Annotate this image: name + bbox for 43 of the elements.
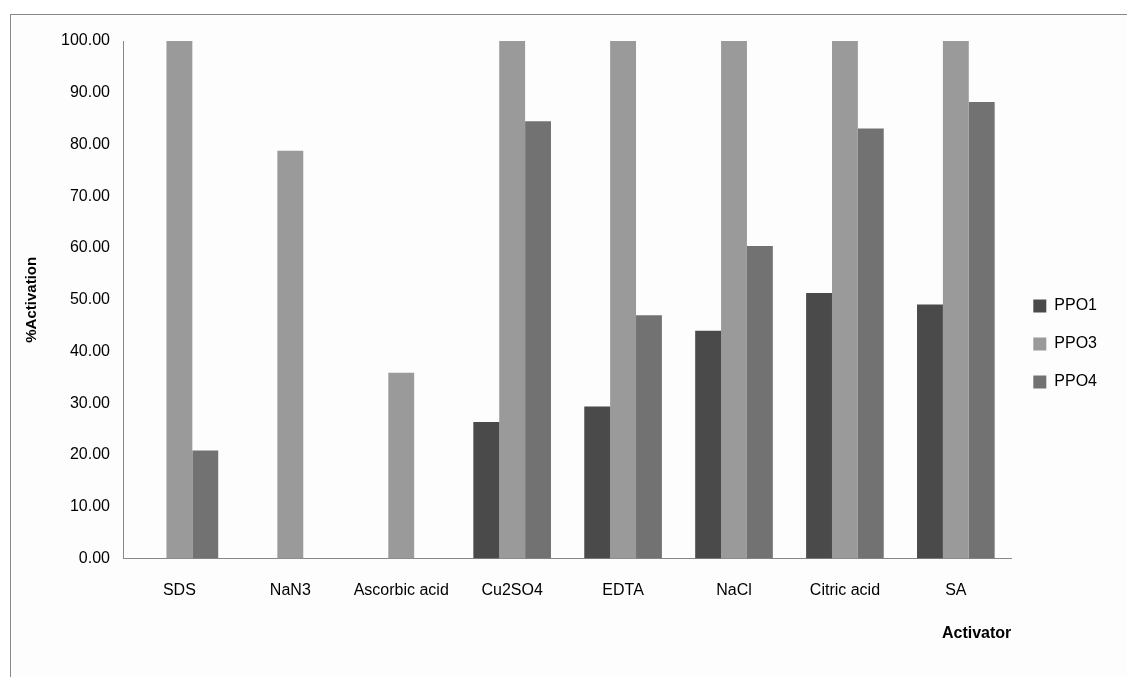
x-tick-label: NaCl [716,580,752,598]
bar [806,293,832,559]
bar [831,41,858,559]
bar [746,245,773,559]
x-tick-label: SA [945,580,967,598]
x-axis-title: Activator [941,623,1012,641]
y-tick-label: 80.00 [69,134,111,152]
y-tick-label: 50.00 [69,290,111,308]
legend-label: PPO1 [1054,296,1098,314]
bar [473,421,500,559]
y-tick-label: 100.00 [61,31,111,49]
bar [942,41,969,559]
y-tick-label: 10.00 [69,497,111,515]
bar [636,315,662,559]
bar [857,128,884,559]
y-tick-label: 0.00 [78,549,111,567]
bar [610,41,637,559]
bar [584,406,611,559]
bar [695,330,722,559]
x-tick-label: Cu2SO4 [481,580,543,598]
bar [917,304,943,559]
y-tick-label: 20.00 [69,445,111,463]
bar [721,41,747,559]
bar [968,102,995,559]
y-tick-label: 90.00 [69,83,111,101]
bar [499,41,526,559]
bar [192,450,219,559]
y-axis-title: %Activation [22,256,40,343]
legend-label: PPO4 [1054,372,1098,390]
y-tick-label: 40.00 [69,341,111,359]
x-tick-label: Citric acid [809,580,881,598]
legend-label: PPO3 [1054,334,1098,352]
x-tick-label: EDTA [602,580,645,598]
bar [277,150,304,559]
x-tick-label: NaN3 [269,580,311,598]
y-tick-label: 70.00 [69,186,111,204]
bar [525,121,551,559]
y-tick-label: 60.00 [69,238,111,256]
x-tick-label: Ascorbic acid [353,580,449,598]
bar [388,372,415,559]
y-tick-label: 30.00 [69,393,111,411]
bar [166,41,193,559]
x-tick-label: SDS [162,580,196,598]
